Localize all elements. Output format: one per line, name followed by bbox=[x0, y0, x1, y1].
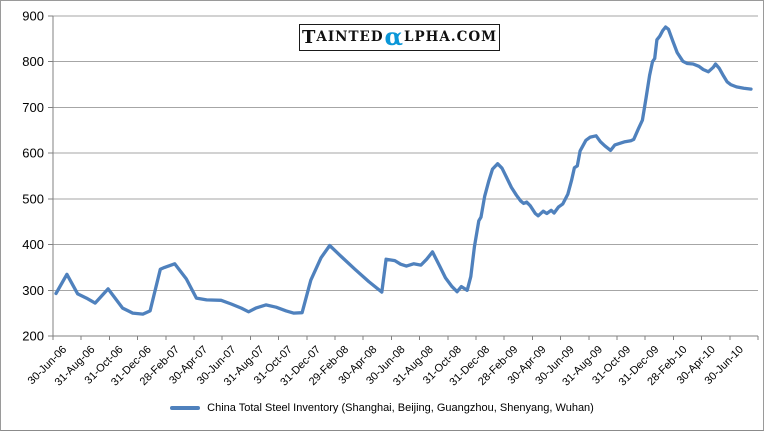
legend-line-marker bbox=[170, 406, 201, 410]
logo-text-suffix: LPHA.COM bbox=[404, 28, 498, 45]
series-line-china-total-steel-inventory bbox=[54, 25, 753, 316]
y-axis-label: 900 bbox=[22, 9, 44, 24]
chart-plot-area: 20030040050060070080090030-Jun-0631-Aug-… bbox=[22, 9, 759, 388]
y-axis-label: 200 bbox=[22, 329, 44, 344]
alpha-symbol-icon: α bbox=[384, 21, 404, 51]
chart-legend: China Total Steel Inventory (Shanghai, B… bbox=[1, 402, 763, 414]
y-axis-label: 700 bbox=[22, 100, 44, 115]
y-axis-label: 500 bbox=[22, 191, 44, 206]
legend-series-label: China Total Steel Inventory (Shanghai, B… bbox=[207, 402, 594, 414]
y-axis-label: 400 bbox=[22, 237, 44, 252]
y-axis-label: 800 bbox=[22, 54, 44, 69]
logo-text-first-letter: T bbox=[301, 26, 317, 48]
y-axis-label: 300 bbox=[22, 283, 44, 298]
tainted-alpha-logo: T AINTED α LPHA.COM bbox=[299, 24, 500, 51]
logo-text-prefix: AINTED bbox=[316, 28, 384, 45]
y-axis-label: 600 bbox=[22, 146, 44, 161]
